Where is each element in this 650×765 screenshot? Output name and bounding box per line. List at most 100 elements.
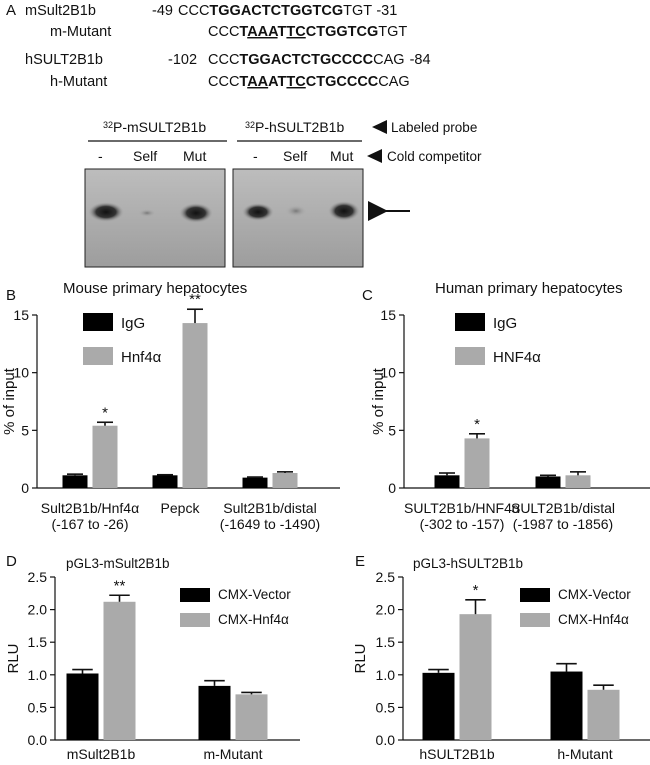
gel-band [285,205,307,217]
panel-label: B [6,287,16,304]
seq-h-mutant: CCCTAAATTCCTGCCCCCAG [208,74,410,90]
bar-control [66,673,99,740]
seq-msult2b1b: CCCTGGACTCTGGTCGTGT -31 [178,3,397,19]
significance-marker: ** [189,291,201,308]
seq-name-h-mutant: h-Mutant [50,74,107,90]
y-tick-label: 5 [388,422,396,438]
category-sublabel: (-167 to -26) [51,516,128,532]
legend-swatch [83,313,113,331]
bar-treatment [103,601,136,740]
panel-label: D [6,553,17,570]
category-sublabel: (-1649 to -1490) [220,516,320,532]
bar-treatment [235,694,268,740]
y-tick-label: 15 [380,307,396,323]
category-label: Sult2B1b/distal [223,500,316,516]
y-tick-label: 2.0 [28,602,48,618]
gel-band [179,203,213,223]
chart-title: pGL3-mSult2B1b [66,556,170,571]
chart-panel-b: B Mouse primary hepatocytes 0 5 10 15 % of inp… [1,280,340,532]
bar-treatment [464,438,490,488]
probe-right-label: 32P-hSULT2B1b [245,119,344,135]
y-tick-label: 10 [380,365,396,381]
y-tick-label: 1.0 [376,667,396,683]
legend-swatch [455,313,485,331]
bar-control [535,476,561,488]
y-tick-label: 2.0 [376,602,396,618]
y-tick-label: 0.0 [28,732,48,748]
category-sublabel: (-302 to -157) [420,516,505,532]
category-label: Sult2B1b/Hnf4α [41,500,139,516]
seq-hsult2b1b: CCCTGGACTCTGCCCCCAG -84 [208,52,431,68]
y-axis-label: RLU [5,643,22,673]
triangle-icon [372,120,387,134]
bar-control [550,671,583,740]
gel-band [328,201,360,221]
bar-treatment [587,689,620,740]
y-tick-label: 0.5 [28,699,48,715]
bar-control [198,685,231,740]
bar-treatment [182,323,208,488]
y-tick-label: 0.5 [376,699,396,715]
category-label: SULT2B1b/HNF4α [404,500,520,516]
bar-treatment [92,425,118,488]
seq-start-msult2b1b: -49 [152,3,173,19]
y-axis-label: % of input [1,367,18,435]
y-tick-label: 0 [388,480,396,496]
y-tick-label: 1.5 [28,634,48,650]
cold-competitor-label: Cold competitor [387,149,482,164]
lane-label-1: - [98,148,103,164]
panel-label-a: A [6,2,16,19]
triangle-icon [367,149,382,163]
legend-label: Hnf4α [121,349,162,366]
panel-label: C [362,287,373,304]
bar-treatment [565,475,591,488]
probe-left-label: 32P-mSULT2B1b [103,119,206,135]
legend-swatch [180,613,210,627]
seq-name-hsult2b1b: hSULT2B1b [25,52,103,68]
significance-marker: * [474,416,480,433]
bar-control [242,477,268,488]
y-axis-label: % of input [370,367,387,435]
gel-band [88,202,124,222]
bar-charts: B Mouse primary hepatocytes 0 5 10 15 % of inp… [1,280,650,762]
lane-label-6: Mut [330,148,353,164]
y-tick-label: 1.5 [376,634,396,650]
lane-label-4: - [253,148,258,164]
bar-treatment [459,614,492,740]
category-label: Pepck [161,500,201,516]
panel-a: A mSult2B1b -49 CCCTGGACTCTGGTCGTGT -31 m… [6,2,482,268]
bar-treatment [272,473,298,488]
labeled-probe-label: Labeled probe [391,120,477,135]
legend-swatch [180,588,210,602]
legend-label: IgG [121,315,145,332]
chart-title: Mouse primary hepatocytes [63,280,247,297]
bar-control [422,672,455,740]
gel-band [242,203,274,221]
bar-control [62,475,88,488]
lane-label-3: Mut [183,148,206,164]
y-tick-label: 0.0 [376,732,396,748]
y-tick-label: 0 [21,480,29,496]
legend-label: CMX-Vector [558,587,631,602]
y-tick-label: 15 [13,307,29,323]
chart-title: pGL3-hSULT2B1b [413,556,523,571]
chart-panel-c: C Human primary hepatocytes 0 5 10 15 % of inp… [362,280,650,532]
bar-control [152,475,178,488]
legend-label: IgG [493,315,517,332]
y-axis-label: RLU [352,643,369,673]
y-tick-label: 2.5 [376,569,396,585]
legend-label: CMX-Hnf4α [218,612,289,627]
category-label: SULT2B1b/distal [511,500,615,516]
category-label: hSULT2B1b [419,746,494,762]
chart-title: Human primary hepatocytes [435,280,623,297]
legend-label: CMX-Hnf4α [558,612,629,627]
legend-label: HNF4α [493,349,541,366]
category-sublabel: (-1987 to -1856) [513,516,613,532]
legend-swatch [520,613,550,627]
significance-marker: * [102,404,108,421]
seq-start-hsult2b1b: -102 [168,52,197,68]
lane-label-5: Self [283,148,307,164]
